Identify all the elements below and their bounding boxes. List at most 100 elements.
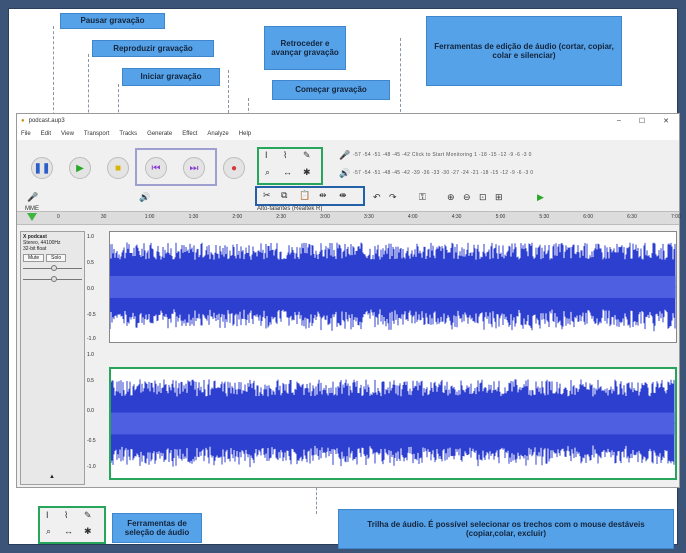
ruler-tick: 4:00 — [407, 214, 418, 220]
trim-icon[interactable]: ⇹ — [319, 190, 327, 200]
callout-track-info: Trilha de áudio. É possível selecionar o… — [338, 509, 674, 549]
callout-play: Reproduzir gravação — [92, 40, 214, 57]
ruler-tick: 3:00 — [320, 214, 330, 220]
ibeam-tool-icon[interactable]: I — [265, 150, 268, 160]
play-head-icon[interactable] — [27, 213, 37, 221]
waveform-left-channel[interactable] — [109, 231, 677, 343]
timeshift-icon: ↔ — [64, 526, 73, 536]
fit-selection-icon[interactable]: ⊡ — [479, 192, 487, 202]
ruler-tick: 6:00 — [583, 214, 594, 220]
mixer-speaker-icon: 🔊 — [139, 192, 151, 202]
ruler-tick: 1:30 — [188, 214, 199, 220]
callout-edit-tools: Ferramentas de edição de áudio (cortar, … — [426, 16, 622, 86]
menu-effect[interactable]: Effect — [182, 131, 198, 137]
app-icon: ● — [21, 118, 25, 124]
track-name[interactable]: X podcast — [23, 234, 47, 240]
ruler-tick: 6:30 — [627, 214, 637, 220]
zoom-tool-icon[interactable]: ⌕ — [265, 167, 271, 177]
timeline-ruler[interactable]: 0 30 1:00 1:30 2:00 2:30 3:00 3:30 4:00 4:30 5:00 5… — [17, 211, 681, 225]
ruler-tick: 7:00 — [671, 214, 681, 220]
fit-project-icon[interactable]: ⊞ — [495, 192, 503, 202]
menu-generate[interactable]: Generate — [147, 131, 173, 137]
output-device-select[interactable]: Alto-falantes (Realtek R) — [257, 206, 323, 212]
record-meter[interactable]: -57 -54 -51 -48 -45 -42 Click to Start M… — [353, 152, 532, 158]
minimize-button[interactable]: – — [616, 117, 621, 124]
edit-toolbar: ✂ ⧉ 📋 ⇹ ⇼ — [255, 186, 365, 206]
gain-slider[interactable] — [23, 265, 82, 271]
draw-tool-icon[interactable]: ✎ — [303, 150, 311, 160]
envelope-tool-icon[interactable]: ⌇ — [283, 150, 288, 160]
leader-pause — [53, 26, 54, 156]
leader-track — [316, 478, 317, 514]
menu-edit[interactable]: Edit — [40, 131, 52, 137]
scale-label: -1.0 — [87, 464, 96, 470]
sync-lock-icon[interactable]: ⚿ — [419, 192, 426, 202]
mixer-mic-icon: 🎤 — [27, 192, 39, 202]
menu-tracks[interactable]: Tracks — [119, 131, 138, 137]
ruler-tick: 0 — [57, 214, 60, 220]
scale-label: 0.5 — [87, 378, 94, 384]
track-control-panel: X podcast Stereo, 44100Hz 32-bit float M… — [20, 231, 85, 485]
audacity-window: ● podcast.aup3 – ☐ ✕ File Edit View Tran… — [16, 113, 681, 488]
scale-label: -0.5 — [87, 438, 96, 444]
play-button[interactable]: ▶ — [69, 157, 91, 179]
leader-play — [88, 54, 89, 158]
pause-button[interactable]: ❚❚ — [31, 157, 53, 179]
menu-bar: File Edit View Transport Tracks Generate… — [17, 128, 679, 140]
scale-label: 1.0 — [87, 234, 94, 240]
waveform-right-channel[interactable] — [109, 367, 677, 480]
selection-tools-thumbnail: I ⌇ ✎ ⌕ ↔ ✱ — [38, 506, 106, 544]
mic-icon: 🎤 — [339, 150, 351, 160]
menu-help[interactable]: Help — [238, 131, 252, 137]
ruler-tick: 1:00 — [144, 214, 155, 220]
envelope-icon: ⌇ — [64, 510, 69, 520]
track-rate: Stereo, 44100Hz — [23, 240, 61, 246]
menu-file[interactable]: File — [21, 131, 31, 137]
ruler-tick: 4:30 — [451, 214, 462, 220]
scale-label: 0.0 — [87, 408, 94, 414]
ruler-tick: 3:30 — [364, 214, 374, 220]
callout-selection-tools: Ferramentas de seleção de áudio — [112, 513, 202, 543]
audio-host-select[interactable]: MME — [25, 206, 39, 212]
ruler-tick: 5:00 — [495, 214, 506, 220]
speaker-icon: 🔊 — [339, 168, 351, 178]
menu-view[interactable]: View — [61, 131, 74, 137]
silence-icon[interactable]: ⇼ — [339, 190, 347, 200]
callout-start: Começar gravação — [272, 80, 390, 100]
menu-transport[interactable]: Transport — [83, 131, 110, 137]
callout-skip: Retroceder e avançar gravação — [264, 26, 346, 70]
copy-icon[interactable]: ⧉ — [281, 190, 288, 200]
zoom-out-icon[interactable]: ⊖ — [463, 192, 471, 202]
play-at-speed-icon[interactable]: ▶ — [537, 192, 544, 202]
mute-button[interactable]: Mute — [23, 254, 45, 262]
stop-button[interactable]: ■ — [107, 157, 129, 179]
record-button[interactable]: ● — [223, 157, 245, 179]
timeshift-tool-icon[interactable]: ↔ — [283, 167, 292, 177]
skip-to-start-button[interactable]: ⏮ — [145, 157, 167, 179]
callout-record: Iniciar gravação — [122, 68, 220, 86]
solo-button[interactable]: Solo — [46, 254, 67, 262]
scale-label: -1.0 — [87, 336, 96, 342]
redo-icon[interactable]: ↷ — [389, 192, 397, 202]
undo-icon[interactable]: ↶ — [373, 192, 381, 202]
multi-tool-icon[interactable]: ✱ — [303, 167, 311, 177]
skip-buttons-group — [135, 148, 217, 186]
skip-to-end-button[interactable]: ⏭ — [183, 157, 205, 179]
scale-label: 1.0 — [87, 352, 94, 358]
pan-slider[interactable] — [23, 276, 82, 282]
paste-icon[interactable]: 📋 — [299, 190, 311, 200]
collapse-button[interactable]: ▲ — [49, 474, 55, 480]
window-title: podcast.aup3 — [28, 118, 65, 124]
play-meter[interactable]: -57 -54 -51 -48 -45 -42 -39 -36 -33 -30 … — [353, 170, 534, 176]
menu-analyze[interactable]: Analyze — [207, 131, 229, 137]
pencil-icon: ✎ — [84, 510, 92, 520]
zoom-icon: ⌕ — [46, 526, 52, 536]
maximize-button[interactable]: ☐ — [638, 118, 646, 125]
leader-skip — [228, 70, 229, 148]
cut-icon[interactable]: ✂ — [263, 190, 271, 200]
zoom-in-icon[interactable]: ⊕ — [447, 192, 455, 202]
callout-pause: Pausar gravação — [60, 13, 165, 29]
scale-label: -0.5 — [87, 312, 96, 318]
ruler-tick: 2:00 — [232, 214, 243, 220]
close-button[interactable]: ✕ — [663, 118, 669, 125]
